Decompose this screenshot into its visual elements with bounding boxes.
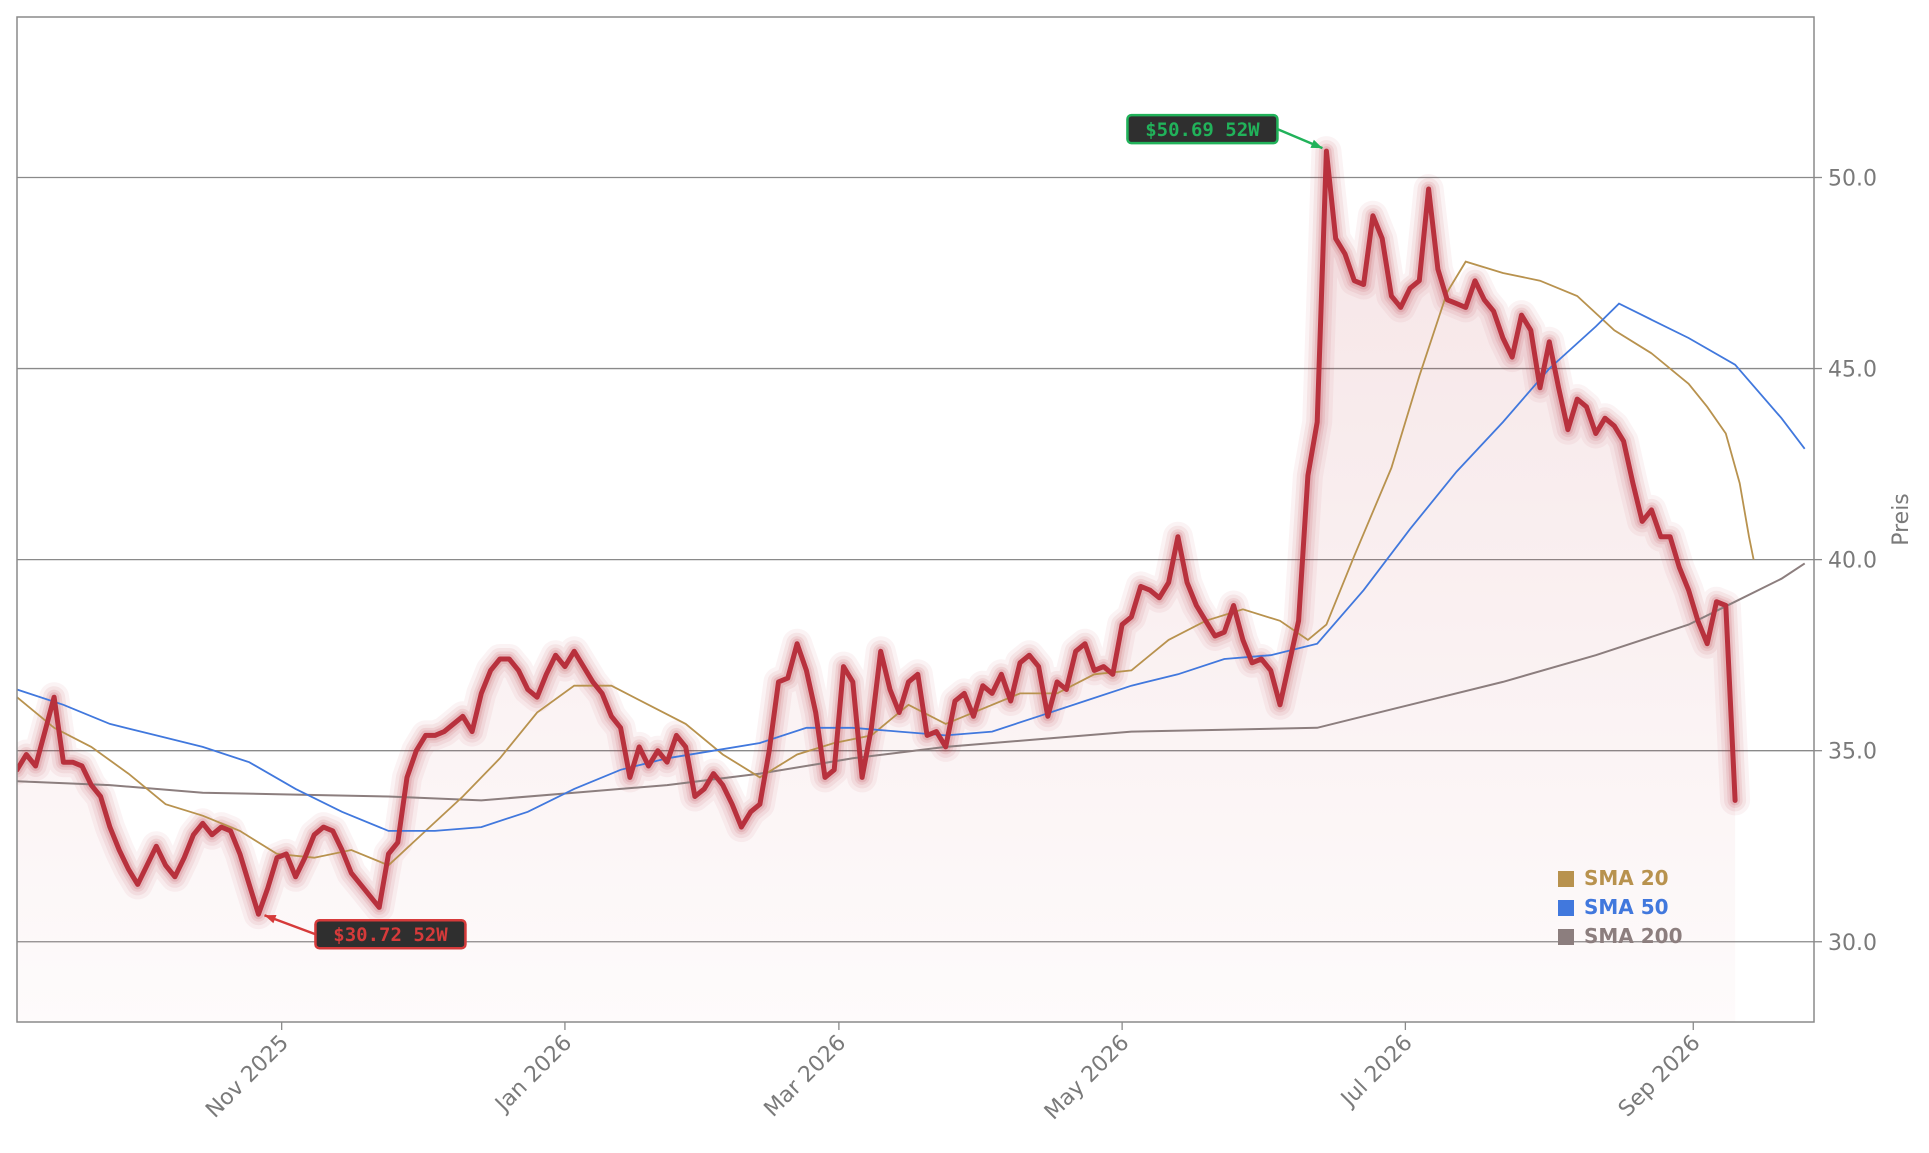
annotation-label: $50.69 52W xyxy=(1145,119,1260,141)
annotation-high: $50.69 52W xyxy=(1126,113,1323,150)
legend: SMA 20 SMA 50 SMA 200 xyxy=(1558,866,1683,948)
annotations: $50.69 52W $30.72 52W xyxy=(264,113,1323,950)
legend-entry: SMA 50 xyxy=(1558,895,1669,919)
sma-200-line xyxy=(17,562,1806,802)
annotation-label: $30.72 52W xyxy=(333,924,448,946)
y-tick-label: 35.0 xyxy=(1828,740,1877,765)
plot-frame xyxy=(16,16,1815,1023)
annotation-arrowhead xyxy=(1310,139,1323,149)
annotation-low: $30.72 52W xyxy=(264,914,467,950)
y-tick-label: 45.0 xyxy=(1828,358,1877,383)
annotation-box xyxy=(1126,113,1279,145)
x-tick-label: Sep 2026 xyxy=(1614,1031,1706,1123)
x-tick-label: Jul 2026 xyxy=(1335,1031,1417,1113)
y-tick-label: 40.0 xyxy=(1828,549,1877,574)
y-axis: 30.0 35.0 40.0 45.0 50.0 xyxy=(1814,166,1877,956)
legend-swatch xyxy=(1558,900,1574,916)
x-tick-label: Mar 2026 xyxy=(760,1031,852,1123)
x-tick-label: Jan 2026 xyxy=(490,1031,578,1119)
legend-swatch xyxy=(1558,929,1574,945)
x-tick-label: Nov 2025 xyxy=(201,1031,294,1124)
legend-label: SMA 50 xyxy=(1584,895,1669,919)
y-tick-label: 50.0 xyxy=(1828,166,1877,191)
x-tick-label: May 2026 xyxy=(1040,1031,1134,1125)
annotation-box xyxy=(314,918,467,950)
y-axis-title: Preis xyxy=(1889,493,1914,546)
legend-label: SMA 20 xyxy=(1584,866,1669,890)
y-tick-label: 30.0 xyxy=(1828,931,1877,956)
sma-20-line xyxy=(17,260,1755,867)
legend-swatch xyxy=(1558,871,1574,887)
legend-label: SMA 200 xyxy=(1584,924,1683,948)
legend-entry: SMA 200 xyxy=(1558,924,1683,948)
x-axis: Nov 2025 Jan 2026 Mar 2026 May 2026 Jul 2026… xyxy=(201,1022,1706,1125)
annotation-arrowhead xyxy=(264,914,277,924)
plot-area xyxy=(17,136,1806,1022)
price-area-fill xyxy=(17,151,1736,1022)
legend-entry: SMA 20 xyxy=(1558,866,1669,890)
price-line xyxy=(17,148,1738,917)
